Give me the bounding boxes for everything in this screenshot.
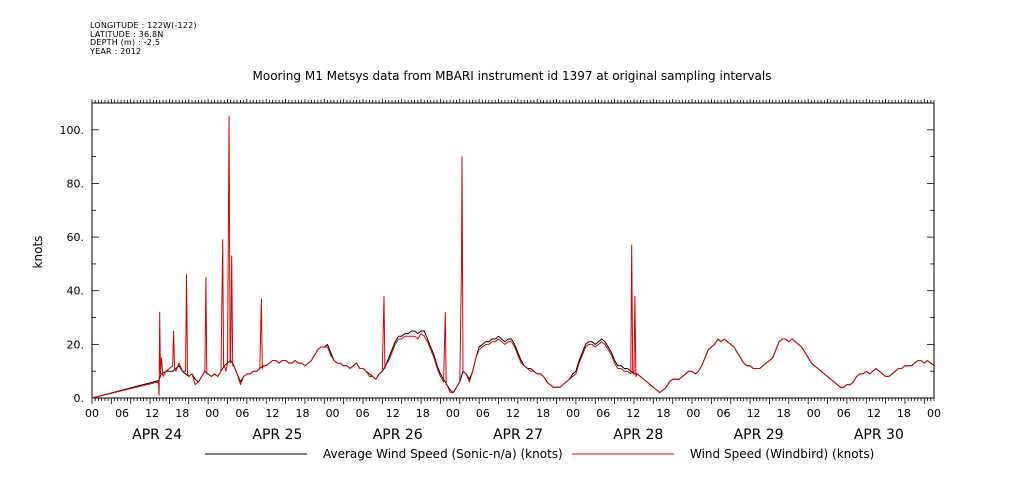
y-tick-label: 60. [67,231,85,244]
x-tick-label: 06 [837,407,851,420]
series-line-windbird [91,115,935,399]
x-tick-label: 06 [235,407,249,420]
longitude-label: LONGITUDE : 122W(-122) [90,21,197,30]
x-tick-label: 18 [175,407,189,420]
x-day-label: APR 26 [373,427,423,443]
year-label: YEAR : 2012 [90,46,142,56]
x-tick-label: 00 [326,407,340,420]
chart-title: Mooring M1 Metsys data from MBARI instru… [253,69,772,83]
x-day-label: APR 27 [493,427,543,443]
series-line-sonic [91,330,935,399]
latitude-label: LATITUDE : 36.8N [90,29,164,39]
x-tick-label: 12 [265,407,279,420]
y-axis-label: knots [31,236,45,269]
metadata-block: LONGITUDE : 122W(-122) LATITUDE : 36.8N … [90,21,197,56]
x-day-label: APR 29 [734,427,784,443]
x-tick-label: 06 [115,407,129,420]
x-tick-label: 12 [867,407,881,420]
x-day-label: APR 28 [613,427,663,443]
x-tick-label: 06 [476,407,490,420]
x-tick-label: 06 [717,407,731,420]
x-day-label: APR 25 [252,427,302,443]
y-tick-label: 40. [67,285,85,298]
x-tick-label: 18 [656,407,670,420]
x-tick-label: 00 [205,407,219,420]
x-tick-label: 18 [416,407,430,420]
x-tick-label: 06 [356,407,370,420]
x-tick-label: 18 [897,407,911,420]
x-tick-label: 18 [777,407,791,420]
legend-label-windbird: Wind Speed (Windbird) (knots) [690,447,874,461]
x-tick-label: 00 [686,407,700,420]
legend: Average Wind Speed (Sonic-n/a) (knots) Wi… [205,447,874,461]
y-tick-label: 80. [67,177,85,190]
x-tick-label: 00 [927,407,941,420]
x-tick-label: 12 [145,407,159,420]
x-tick-label: 00 [566,407,580,420]
depth-label: DEPTH (m) : -2.5 [90,38,161,48]
y-tick-label: 0. [74,392,85,405]
x-tick-label: 00 [446,407,460,420]
axes: 00 06 12 18 00 06 12 18 00 06 12 18 00 06 12 18 00 06 12 18… [60,99,941,443]
y-tick-label: 100. [60,124,85,137]
x-tick-label: 12 [386,407,400,420]
x-day-label: APR 30 [854,427,904,443]
x-tick-label: 12 [747,407,761,420]
x-tick-label: 00 [807,407,821,420]
x-tick-label: 18 [536,407,550,420]
series-layer [91,115,935,399]
legend-label-sonic: Average Wind Speed (Sonic-n/a) (knots) [323,447,563,461]
x-tick-label: 12 [506,407,520,420]
x-tick-label: 12 [626,407,640,420]
x-tick-label: 06 [596,407,610,420]
x-tick-label: 18 [296,407,310,420]
y-tick-label: 20. [67,338,85,351]
x-tick-label: 00 [85,407,99,420]
x-day-label: APR 24 [132,427,182,443]
